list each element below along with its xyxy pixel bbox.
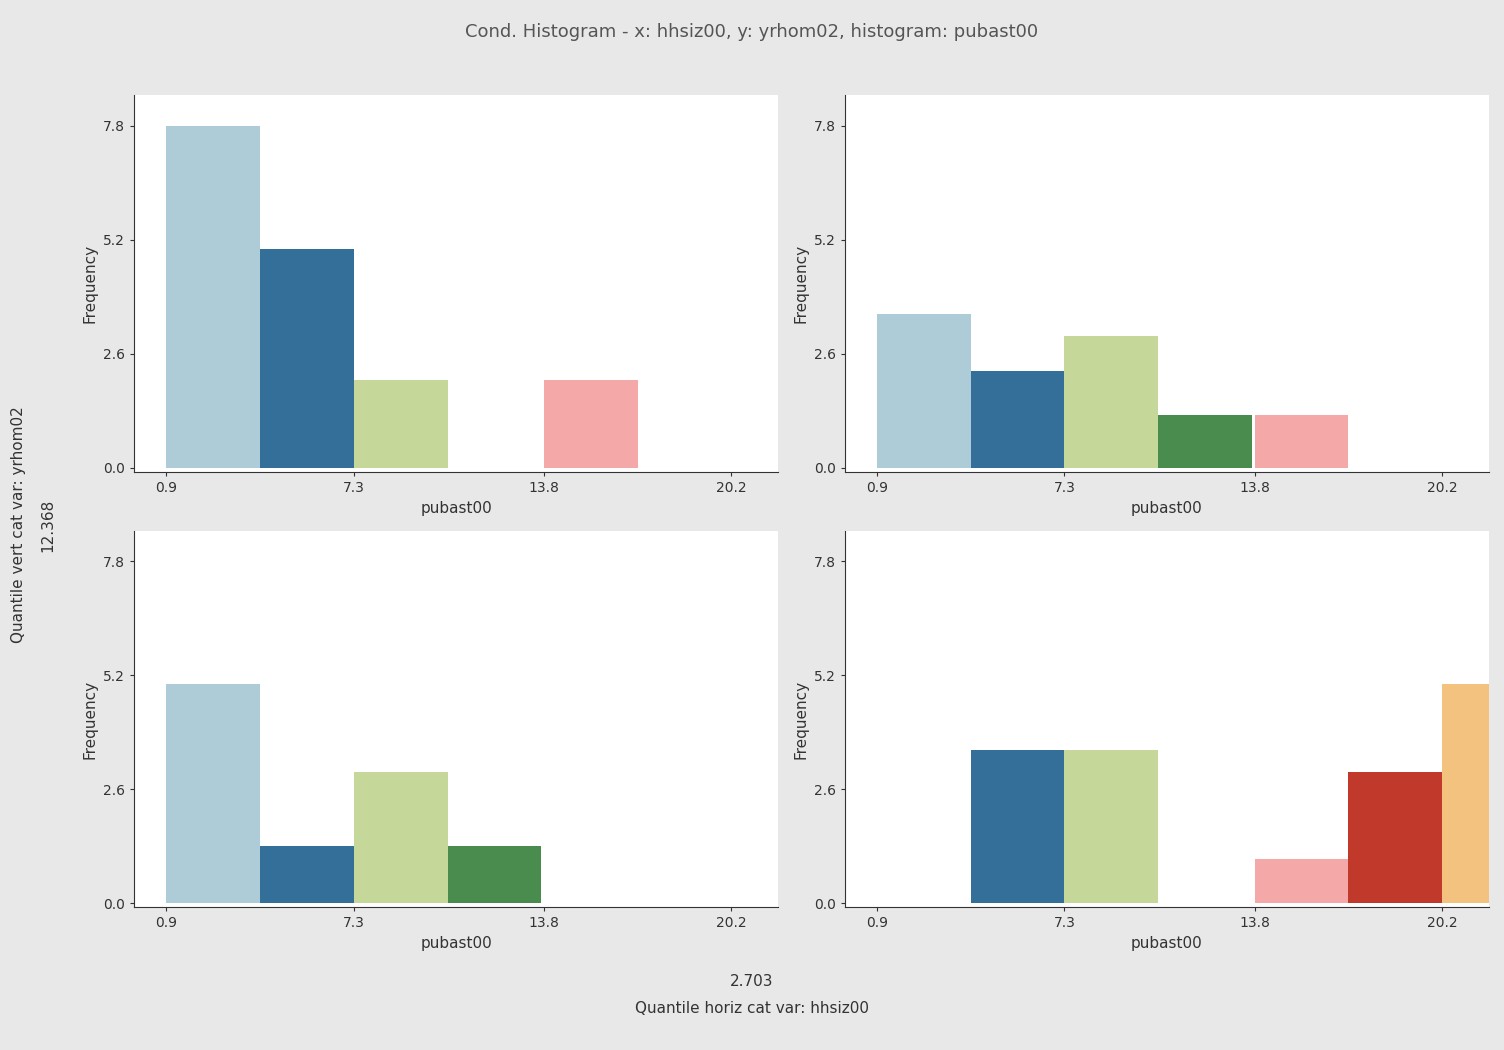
Bar: [970, 372, 1065, 467]
Text: 2.703: 2.703: [731, 974, 773, 989]
Bar: [1349, 772, 1442, 903]
Bar: [1065, 750, 1158, 903]
X-axis label: pubast00: pubast00: [1131, 501, 1203, 516]
Bar: [1254, 415, 1349, 467]
Bar: [1158, 415, 1251, 467]
Text: Cond. Histogram - x: hhsiz00, y: yrhom02, histogram: pubast00: Cond. Histogram - x: hhsiz00, y: yrhom02…: [465, 23, 1039, 41]
Bar: [167, 684, 260, 903]
Y-axis label: Frequency: Frequency: [793, 244, 808, 323]
X-axis label: pubast00: pubast00: [1131, 936, 1203, 951]
Text: Quantile horiz cat var: hhsiz00: Quantile horiz cat var: hhsiz00: [635, 1002, 869, 1016]
X-axis label: pubast00: pubast00: [421, 501, 492, 516]
Bar: [970, 750, 1065, 903]
Y-axis label: Frequency: Frequency: [83, 244, 98, 323]
Bar: [1254, 859, 1349, 903]
Bar: [353, 772, 448, 903]
Bar: [353, 380, 448, 467]
Bar: [877, 314, 970, 467]
Bar: [167, 126, 260, 467]
Text: Quantile vert cat var: yrhom02: Quantile vert cat var: yrhom02: [11, 406, 26, 644]
Y-axis label: Frequency: Frequency: [793, 679, 808, 758]
Bar: [1065, 336, 1158, 467]
Bar: [260, 249, 353, 467]
Bar: [448, 846, 541, 903]
Bar: [544, 380, 638, 467]
Bar: [1442, 684, 1504, 903]
Text: 12.368: 12.368: [41, 499, 56, 551]
X-axis label: pubast00: pubast00: [421, 936, 492, 951]
Y-axis label: Frequency: Frequency: [83, 679, 98, 758]
Bar: [260, 846, 353, 903]
